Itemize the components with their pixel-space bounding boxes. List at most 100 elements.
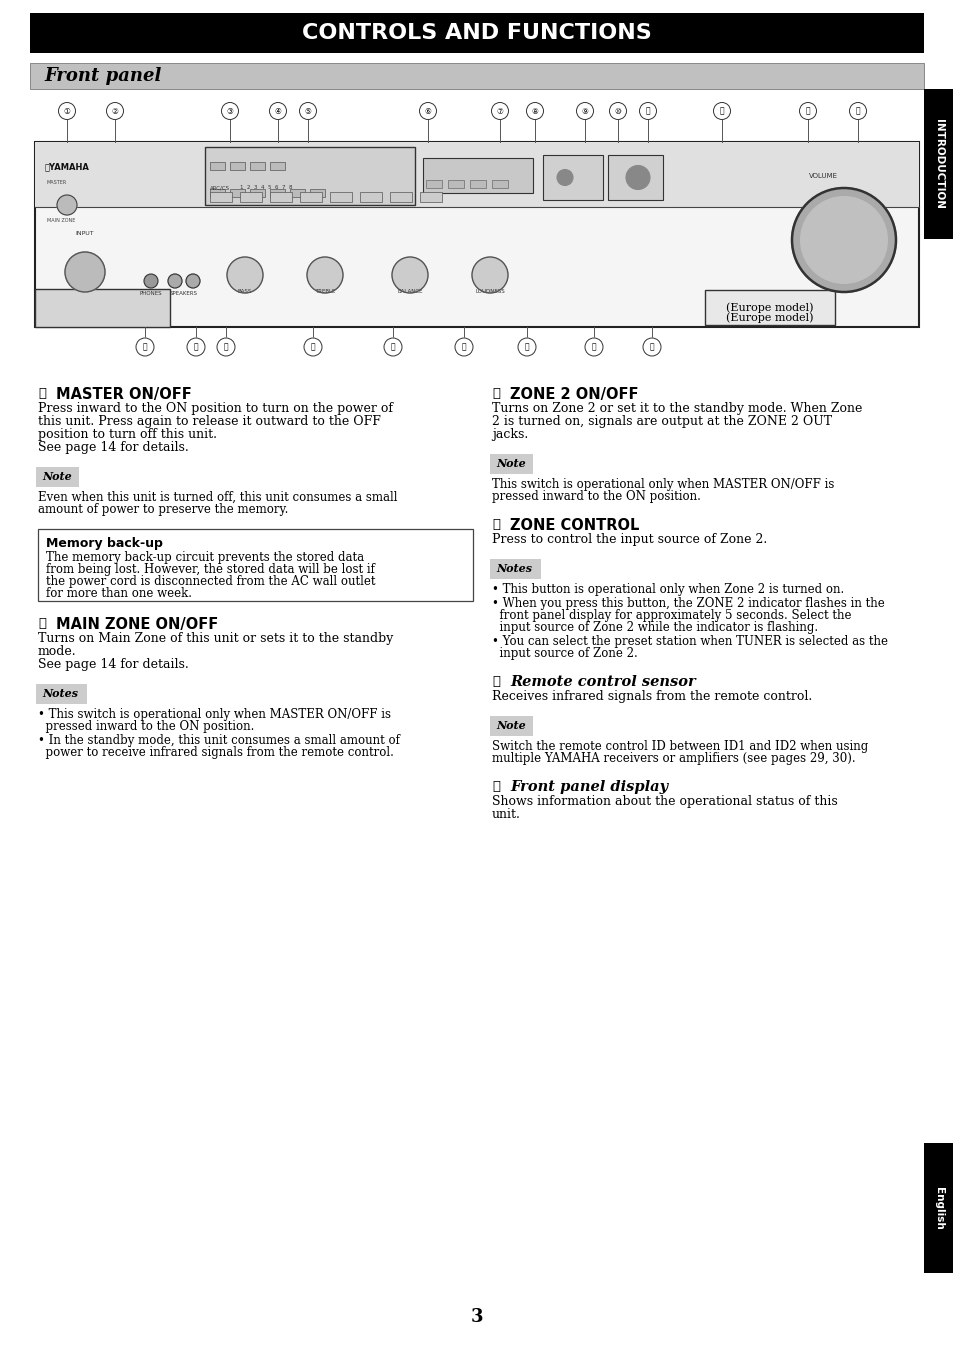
Text: ZONE CONTROL: ZONE CONTROL bbox=[510, 518, 639, 532]
Text: ④: ④ bbox=[274, 106, 281, 116]
Text: ⓄYAMAHA: ⓄYAMAHA bbox=[45, 163, 90, 171]
Text: unit.: unit. bbox=[492, 807, 520, 821]
Text: Note: Note bbox=[496, 458, 525, 469]
Text: MASTER ON/OFF: MASTER ON/OFF bbox=[56, 387, 192, 402]
Circle shape bbox=[455, 338, 473, 356]
Text: multiple YAMAHA receivers or amplifiers (see pages 29, 30).: multiple YAMAHA receivers or amplifiers … bbox=[492, 752, 855, 766]
Circle shape bbox=[642, 338, 660, 356]
Text: ①: ① bbox=[64, 106, 71, 116]
FancyBboxPatch shape bbox=[490, 716, 533, 736]
Circle shape bbox=[107, 102, 123, 120]
Circle shape bbox=[307, 257, 343, 293]
FancyBboxPatch shape bbox=[470, 181, 485, 187]
Text: ⑥: ⑥ bbox=[492, 780, 499, 793]
FancyBboxPatch shape bbox=[35, 142, 918, 328]
Text: ⑭: ⑭ bbox=[855, 106, 860, 116]
Text: jacks.: jacks. bbox=[492, 429, 528, 441]
Text: • When you press this button, the ZONE 2 indicator flashes in the: • When you press this button, the ZONE 2… bbox=[492, 597, 883, 611]
Text: 1  2  3  4  5  6  7  8: 1 2 3 4 5 6 7 8 bbox=[240, 185, 293, 190]
Text: PHONES: PHONES bbox=[139, 291, 162, 297]
Text: mode.: mode. bbox=[38, 644, 76, 658]
Text: power to receive infrared signals from the remote control.: power to receive infrared signals from t… bbox=[38, 745, 394, 759]
Text: Remote control sensor: Remote control sensor bbox=[510, 675, 695, 689]
Text: Note: Note bbox=[42, 470, 71, 483]
Text: Memory back-up: Memory back-up bbox=[46, 537, 163, 550]
Circle shape bbox=[799, 102, 816, 120]
FancyBboxPatch shape bbox=[542, 155, 602, 200]
Text: MASTER: MASTER bbox=[47, 181, 67, 185]
Text: amount of power to preserve the memory.: amount of power to preserve the memory. bbox=[38, 503, 288, 516]
FancyBboxPatch shape bbox=[390, 191, 412, 202]
Text: ②: ② bbox=[38, 617, 46, 630]
Text: ⑩: ⑩ bbox=[614, 106, 620, 116]
Text: ARC/CS: ARC/CS bbox=[210, 185, 230, 190]
Circle shape bbox=[384, 338, 401, 356]
Text: See page 14 for details.: See page 14 for details. bbox=[38, 658, 189, 671]
Text: Shows information about the operational status of this: Shows information about the operational … bbox=[492, 795, 837, 807]
Text: ZONE 2 ON/OFF: ZONE 2 ON/OFF bbox=[510, 387, 638, 402]
FancyBboxPatch shape bbox=[210, 162, 225, 170]
Circle shape bbox=[800, 195, 887, 284]
FancyBboxPatch shape bbox=[492, 181, 507, 187]
Text: • You can select the preset station when TUNER is selected as the: • You can select the preset station when… bbox=[492, 635, 887, 648]
Text: • This button is operational only when Zone 2 is turned on.: • This button is operational only when Z… bbox=[492, 582, 843, 596]
Text: VOLUME: VOLUME bbox=[808, 173, 837, 179]
Circle shape bbox=[713, 102, 730, 120]
Circle shape bbox=[57, 195, 77, 214]
FancyBboxPatch shape bbox=[270, 189, 285, 197]
Text: the power cord is disconnected from the AC wall outlet: the power cord is disconnected from the … bbox=[46, 576, 375, 588]
Text: ⑧: ⑧ bbox=[531, 106, 537, 116]
Text: for more than one week.: for more than one week. bbox=[46, 586, 192, 600]
FancyBboxPatch shape bbox=[299, 191, 322, 202]
FancyBboxPatch shape bbox=[230, 162, 245, 170]
Text: ③: ③ bbox=[492, 387, 499, 400]
FancyBboxPatch shape bbox=[35, 288, 170, 328]
FancyBboxPatch shape bbox=[490, 453, 533, 473]
Text: The memory back-up circuit prevents the stored data: The memory back-up circuit prevents the … bbox=[46, 551, 364, 563]
Text: ⑫: ⑫ bbox=[719, 106, 723, 116]
Text: ⑨: ⑨ bbox=[581, 106, 588, 116]
Circle shape bbox=[58, 102, 75, 120]
FancyBboxPatch shape bbox=[210, 191, 232, 202]
FancyBboxPatch shape bbox=[35, 142, 918, 208]
Text: ㉒: ㉒ bbox=[591, 342, 596, 352]
Circle shape bbox=[136, 338, 153, 356]
Text: pressed inward to the ON position.: pressed inward to the ON position. bbox=[38, 720, 254, 733]
Text: Press to control the input source of Zone 2.: Press to control the input source of Zon… bbox=[492, 532, 766, 546]
Text: pressed inward to the ON position.: pressed inward to the ON position. bbox=[492, 491, 700, 503]
FancyBboxPatch shape bbox=[330, 191, 352, 202]
Text: ㉑: ㉑ bbox=[524, 342, 529, 352]
Text: ⑪: ⑪ bbox=[645, 106, 650, 116]
Circle shape bbox=[299, 102, 316, 120]
FancyBboxPatch shape bbox=[607, 155, 662, 200]
Text: • This switch is operational only when MASTER ON/OFF is: • This switch is operational only when M… bbox=[38, 708, 391, 721]
Circle shape bbox=[269, 102, 286, 120]
Text: ⑦: ⑦ bbox=[497, 106, 503, 116]
Text: Front panel: Front panel bbox=[44, 67, 161, 85]
Circle shape bbox=[848, 102, 865, 120]
FancyBboxPatch shape bbox=[923, 1143, 953, 1273]
Text: Turns on Zone 2 or set it to the standby mode. When Zone: Turns on Zone 2 or set it to the standby… bbox=[492, 402, 862, 415]
Circle shape bbox=[186, 274, 200, 288]
FancyBboxPatch shape bbox=[448, 181, 463, 187]
FancyBboxPatch shape bbox=[36, 683, 88, 704]
Text: (Europe model): (Europe model) bbox=[725, 313, 813, 324]
Text: MAIN ZONE: MAIN ZONE bbox=[47, 218, 75, 222]
Text: TREBLE: TREBLE bbox=[314, 288, 335, 294]
FancyBboxPatch shape bbox=[359, 191, 381, 202]
FancyBboxPatch shape bbox=[210, 189, 225, 197]
Text: position to turn off this unit.: position to turn off this unit. bbox=[38, 429, 216, 441]
Text: ⑤: ⑤ bbox=[492, 675, 499, 687]
FancyBboxPatch shape bbox=[36, 466, 79, 487]
Text: BALANCE: BALANCE bbox=[396, 288, 422, 294]
Text: This switch is operational only when MASTER ON/OFF is: This switch is operational only when MAS… bbox=[492, 479, 834, 491]
Circle shape bbox=[557, 170, 573, 186]
Text: from being lost. However, the stored data will be lost if: from being lost. However, the stored dat… bbox=[46, 563, 375, 576]
FancyBboxPatch shape bbox=[250, 162, 265, 170]
Text: Press inward to the ON position to turn on the power of: Press inward to the ON position to turn … bbox=[38, 402, 393, 415]
Circle shape bbox=[227, 257, 263, 293]
Circle shape bbox=[526, 102, 543, 120]
Text: ⑳: ⑳ bbox=[461, 342, 466, 352]
Text: ④: ④ bbox=[492, 518, 499, 531]
Circle shape bbox=[216, 338, 234, 356]
